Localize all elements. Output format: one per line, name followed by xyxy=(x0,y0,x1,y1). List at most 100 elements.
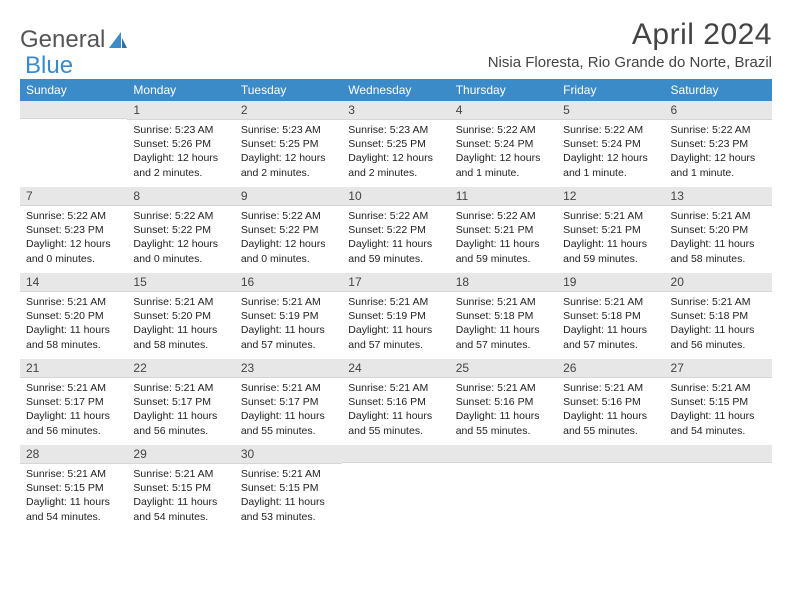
daylight-text-1: Daylight: 11 hours xyxy=(563,323,658,337)
daylight-text-2: and 54 minutes. xyxy=(671,424,766,438)
daylight-text-2: and 1 minute. xyxy=(563,166,658,180)
sunrise-text: Sunrise: 5:21 AM xyxy=(133,295,228,309)
sunset-text: Sunset: 5:16 PM xyxy=(456,395,551,409)
daylight-text-1: Daylight: 11 hours xyxy=(26,409,121,423)
sail-icon xyxy=(108,30,128,50)
daylight-text-1: Daylight: 12 hours xyxy=(133,237,228,251)
daylight-text-1: Daylight: 11 hours xyxy=(456,237,551,251)
sunset-text: Sunset: 5:25 PM xyxy=(348,137,443,151)
daylight-text-2: and 57 minutes. xyxy=(563,338,658,352)
daylight-text-1: Daylight: 11 hours xyxy=(26,495,121,509)
sunrise-text: Sunrise: 5:21 AM xyxy=(241,381,336,395)
calendar-cell: 6Sunrise: 5:22 AMSunset: 5:23 PMDaylight… xyxy=(665,101,772,187)
daylight-text-1: Daylight: 11 hours xyxy=(241,495,336,509)
sunrise-text: Sunrise: 5:21 AM xyxy=(671,209,766,223)
sunset-text: Sunset: 5:20 PM xyxy=(671,223,766,237)
day-number: 17 xyxy=(342,273,449,292)
sunset-text: Sunset: 5:26 PM xyxy=(133,137,228,151)
day-details: Sunrise: 5:21 AMSunset: 5:18 PMDaylight:… xyxy=(450,292,557,356)
daylight-text-2: and 1 minute. xyxy=(671,166,766,180)
sunrise-text: Sunrise: 5:22 AM xyxy=(456,123,551,137)
weekday-header: Sunday xyxy=(20,79,127,101)
day-number: 27 xyxy=(665,359,772,378)
weekday-header: Monday xyxy=(127,79,234,101)
calendar-cell: 19 Sunrise: 5:21 AMSunset: 5:18 PMDayligh… xyxy=(557,273,664,359)
daylight-text-2: and 59 minutes. xyxy=(456,252,551,266)
sunset-text: Sunset: 5:16 PM xyxy=(348,395,443,409)
calendar-cell: 26Sunrise: 5:21 AMSunset: 5:16 PMDayligh… xyxy=(557,359,664,445)
day-details: Sunrise: 5:21 AMSunset: 5:20 PMDaylight:… xyxy=(20,292,127,356)
sunset-text: Sunset: 5:15 PM xyxy=(26,481,121,495)
weekday-header: Thursday xyxy=(450,79,557,101)
sunrise-text: Sunrise: 5:21 AM xyxy=(133,381,228,395)
calendar-cell: 1Sunrise: 5:23 AMSunset: 5:26 PMDaylight… xyxy=(127,101,234,187)
day-details: Sunrise: 5:21 AMSunset: 5:15 PMDaylight:… xyxy=(20,464,127,528)
sunset-text: Sunset: 5:15 PM xyxy=(671,395,766,409)
sunset-text: Sunset: 5:24 PM xyxy=(456,137,551,151)
day-number: 24 xyxy=(342,359,449,378)
day-details: Sunrise: 5:22 AMSunset: 5:22 PMDaylight:… xyxy=(235,206,342,270)
sunrise-text: Sunrise: 5:21 AM xyxy=(26,381,121,395)
sunrise-text: Sunrise: 5:22 AM xyxy=(671,123,766,137)
calendar-cell: 20Sunrise: 5:21 AMSunset: 5:18 PMDayligh… xyxy=(665,273,772,359)
sunset-text: Sunset: 5:18 PM xyxy=(456,309,551,323)
day-number: 19 xyxy=(557,273,664,292)
sunrise-text: Sunrise: 5:23 AM xyxy=(133,123,228,137)
sunset-text: Sunset: 5:18 PM xyxy=(563,309,658,323)
sunset-text: Sunset: 5:16 PM xyxy=(563,395,658,409)
day-number: 8 xyxy=(127,187,234,206)
sunrise-text: Sunrise: 5:22 AM xyxy=(241,209,336,223)
brand-word2: Blue xyxy=(25,52,73,80)
daylight-text-2: and 58 minutes. xyxy=(133,338,228,352)
daylight-text-1: Daylight: 12 hours xyxy=(456,151,551,165)
day-number: 12 xyxy=(557,187,664,206)
day-number: 11 xyxy=(450,187,557,206)
sunset-text: Sunset: 5:18 PM xyxy=(671,309,766,323)
day-details: Sunrise: 5:21 AMSunset: 5:16 PMDaylight:… xyxy=(450,378,557,442)
day-details: Sunrise: 5:21 AMSunset: 5:17 PMDaylight:… xyxy=(127,378,234,442)
sunset-text: Sunset: 5:23 PM xyxy=(671,137,766,151)
calendar-cell: 28Sunrise: 5:21 AMSunset: 5:15 PMDayligh… xyxy=(20,445,127,531)
calendar-cell: 3Sunrise: 5:23 AMSunset: 5:25 PMDaylight… xyxy=(342,101,449,187)
calendar-table: SundayMondayTuesdayWednesdayThursdayFrid… xyxy=(20,79,772,531)
day-number: 26 xyxy=(557,359,664,378)
calendar-cell: 9Sunrise: 5:22 AMSunset: 5:22 PMDaylight… xyxy=(235,187,342,273)
daylight-text-2: and 57 minutes. xyxy=(348,338,443,352)
daylight-text-1: Daylight: 11 hours xyxy=(133,323,228,337)
daylight-text-1: Daylight: 11 hours xyxy=(348,323,443,337)
day-details: Sunrise: 5:22 AMSunset: 5:22 PMDaylight:… xyxy=(342,206,449,270)
day-details: Sunrise: 5:21 AMSunset: 5:15 PMDaylight:… xyxy=(665,378,772,442)
weekday-header: Tuesday xyxy=(235,79,342,101)
calendar-cell: 22Sunrise: 5:21 AMSunset: 5:17 PMDayligh… xyxy=(127,359,234,445)
sunrise-text: Sunrise: 5:21 AM xyxy=(26,295,121,309)
daylight-text-1: Daylight: 11 hours xyxy=(671,323,766,337)
daylight-text-1: Daylight: 12 hours xyxy=(563,151,658,165)
sunrise-text: Sunrise: 5:21 AM xyxy=(456,295,551,309)
daylight-text-2: and 59 minutes. xyxy=(563,252,658,266)
day-details: Sunrise: 5:22 AMSunset: 5:21 PMDaylight:… xyxy=(450,206,557,270)
daylight-text-2: and 54 minutes. xyxy=(26,510,121,524)
day-number: 9 xyxy=(235,187,342,206)
day-number: 16 xyxy=(235,273,342,292)
daylight-text-2: and 58 minutes. xyxy=(26,338,121,352)
daylight-text-2: and 57 minutes. xyxy=(456,338,551,352)
calendar-cell: 29Sunrise: 5:21 AMSunset: 5:15 PMDayligh… xyxy=(127,445,234,531)
daylight-text-2: and 56 minutes. xyxy=(133,424,228,438)
calendar-cell xyxy=(450,445,557,531)
weekday-header: Saturday xyxy=(665,79,772,101)
daylight-text-1: Daylight: 11 hours xyxy=(348,237,443,251)
sunrise-text: Sunrise: 5:21 AM xyxy=(563,295,658,309)
sunrise-text: Sunrise: 5:21 AM xyxy=(348,381,443,395)
sunrise-text: Sunrise: 5:21 AM xyxy=(348,295,443,309)
day-details: Sunrise: 5:21 AMSunset: 5:20 PMDaylight:… xyxy=(665,206,772,270)
sunset-text: Sunset: 5:23 PM xyxy=(26,223,121,237)
day-details: Sunrise: 5:21 AMSunset: 5:15 PMDaylight:… xyxy=(127,464,234,528)
sunrise-text: Sunrise: 5:21 AM xyxy=(563,209,658,223)
day-details: Sunrise: 5:21 AMSunset: 5:19 PMDaylight:… xyxy=(235,292,342,356)
sunrise-text: Sunrise: 5:21 AM xyxy=(26,467,121,481)
sunrise-text: Sunrise: 5:21 AM xyxy=(671,381,766,395)
daylight-text-1: Daylight: 12 hours xyxy=(348,151,443,165)
sunrise-text: Sunrise: 5:21 AM xyxy=(241,467,336,481)
sunrise-text: Sunrise: 5:22 AM xyxy=(563,123,658,137)
daylight-text-2: and 2 minutes. xyxy=(133,166,228,180)
